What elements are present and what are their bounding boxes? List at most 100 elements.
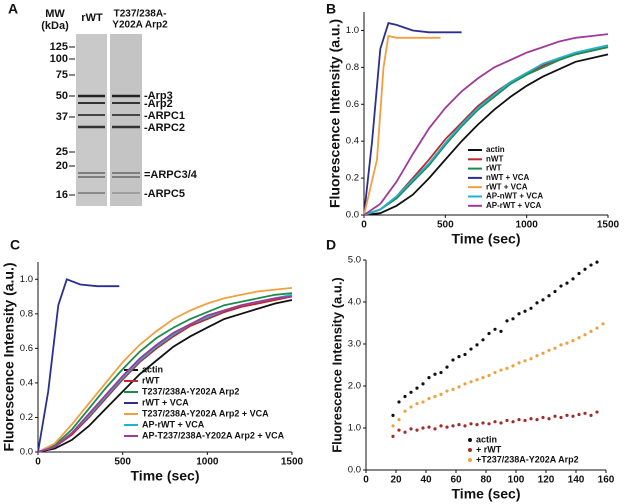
data-point [487, 373, 491, 378]
data-point [511, 317, 515, 321]
y-tick-label: 0.2 [346, 173, 359, 184]
data-point [445, 389, 449, 393]
gel-lane [76, 34, 107, 206]
data-point [517, 361, 521, 365]
series-line [37, 295, 293, 453]
data-point [493, 327, 497, 331]
legend-label: nWT + VCA [486, 173, 530, 182]
x-tick-label: 60 [450, 475, 462, 486]
y-tick-label: 2.0 [348, 381, 361, 392]
data-point [571, 414, 575, 418]
legend-label: actin [142, 364, 163, 374]
data-point [421, 382, 425, 386]
data-point [595, 410, 599, 414]
legend-label: +T237/238A-Y202A Arp2 [476, 454, 579, 464]
data-point [427, 376, 431, 380]
data-point [433, 394, 437, 399]
legend-label: actin [486, 145, 505, 154]
x-tick-label: 140 [568, 475, 585, 486]
data-point [565, 341, 569, 345]
series-line [363, 34, 441, 216]
mw-marker: 125 [50, 41, 68, 53]
data-point [595, 326, 599, 330]
legend-marker [468, 448, 472, 452]
legend-label: rWT [486, 164, 502, 173]
data-point [505, 418, 509, 423]
mw-marker: 25 [56, 146, 68, 158]
series-line [37, 292, 293, 453]
data-point [535, 354, 539, 358]
data-point [511, 364, 515, 368]
data-point [529, 306, 533, 310]
data-point [583, 267, 587, 271]
y-tick-label: 1.0 [20, 274, 33, 285]
series-line [37, 287, 293, 453]
series-line [37, 299, 293, 453]
data-point [451, 387, 455, 391]
y-tick-label: 0.2 [20, 412, 33, 423]
data-point [481, 338, 485, 342]
data-point [541, 298, 545, 302]
data-point [391, 424, 395, 428]
data-point [499, 368, 503, 372]
gel-panel: A MW (kDa) rWT T237/238A- Y202A Arp2 [8, 1, 168, 206]
y-tick-label: 3.0 [348, 339, 361, 350]
mw-marker: 100 [50, 53, 68, 65]
data-point [391, 434, 395, 438]
series-line [363, 46, 609, 216]
data-point [589, 263, 593, 267]
data-point [583, 333, 587, 337]
data-point [565, 413, 569, 417]
x-tick-label: 1500 [281, 457, 304, 468]
data-point [397, 428, 401, 432]
data-point [439, 424, 443, 428]
mw-marker: 37 [56, 111, 68, 123]
mw-marker: 75 [56, 69, 68, 81]
x-tick-label: 80 [480, 475, 492, 486]
data-point [523, 418, 527, 423]
legend-label: AP-rWT + VCA [142, 419, 205, 429]
data-point [547, 417, 551, 421]
data-point [439, 370, 443, 375]
data-point [535, 418, 539, 422]
data-point [553, 346, 557, 350]
data-point [553, 414, 557, 418]
mw-marker: 20 [56, 160, 68, 172]
mw-header: MW [45, 8, 65, 20]
legend-label: T237/238A-Y202A Arp2 + VCA [142, 408, 269, 418]
panel-label: D [326, 237, 336, 253]
data-point [535, 301, 539, 305]
gel-lane [110, 34, 142, 206]
panel-label: B [326, 1, 336, 17]
y-tick-label: 0.8 [20, 308, 33, 319]
data-point [589, 413, 593, 417]
data-point [577, 271, 581, 276]
data-point [469, 422, 473, 426]
data-point [463, 352, 467, 357]
legend-marker [468, 438, 472, 442]
data-point [571, 339, 575, 343]
x-tick-label: 160 [598, 475, 615, 486]
y-tick-label: 4.0 [348, 297, 361, 308]
data-point [601, 322, 605, 326]
y-tick-label: 0.0 [346, 210, 359, 221]
data-point [565, 281, 569, 285]
data-point [397, 418, 401, 422]
chart: D 0.0 1.0 2.0 3.0 4.0 5.0 0 20 40 60 80 100 120 140 160… [326, 237, 615, 502]
data-point [493, 420, 497, 424]
data-point [475, 343, 479, 347]
legend-label: rWT + VCA [142, 397, 189, 407]
x-tick-label: 20 [390, 475, 402, 486]
data-point [397, 400, 401, 404]
data-point [529, 357, 533, 361]
x-tick-label: 40 [420, 475, 432, 486]
band-label: -ARPC5 [144, 188, 185, 200]
data-point [421, 400, 425, 404]
mw-marker: 50 [56, 90, 68, 102]
data-point [403, 409, 407, 413]
panel-label: A [8, 1, 18, 17]
data-point [553, 289, 557, 294]
panel-label: C [10, 237, 20, 253]
legend-label: actin [476, 434, 497, 444]
